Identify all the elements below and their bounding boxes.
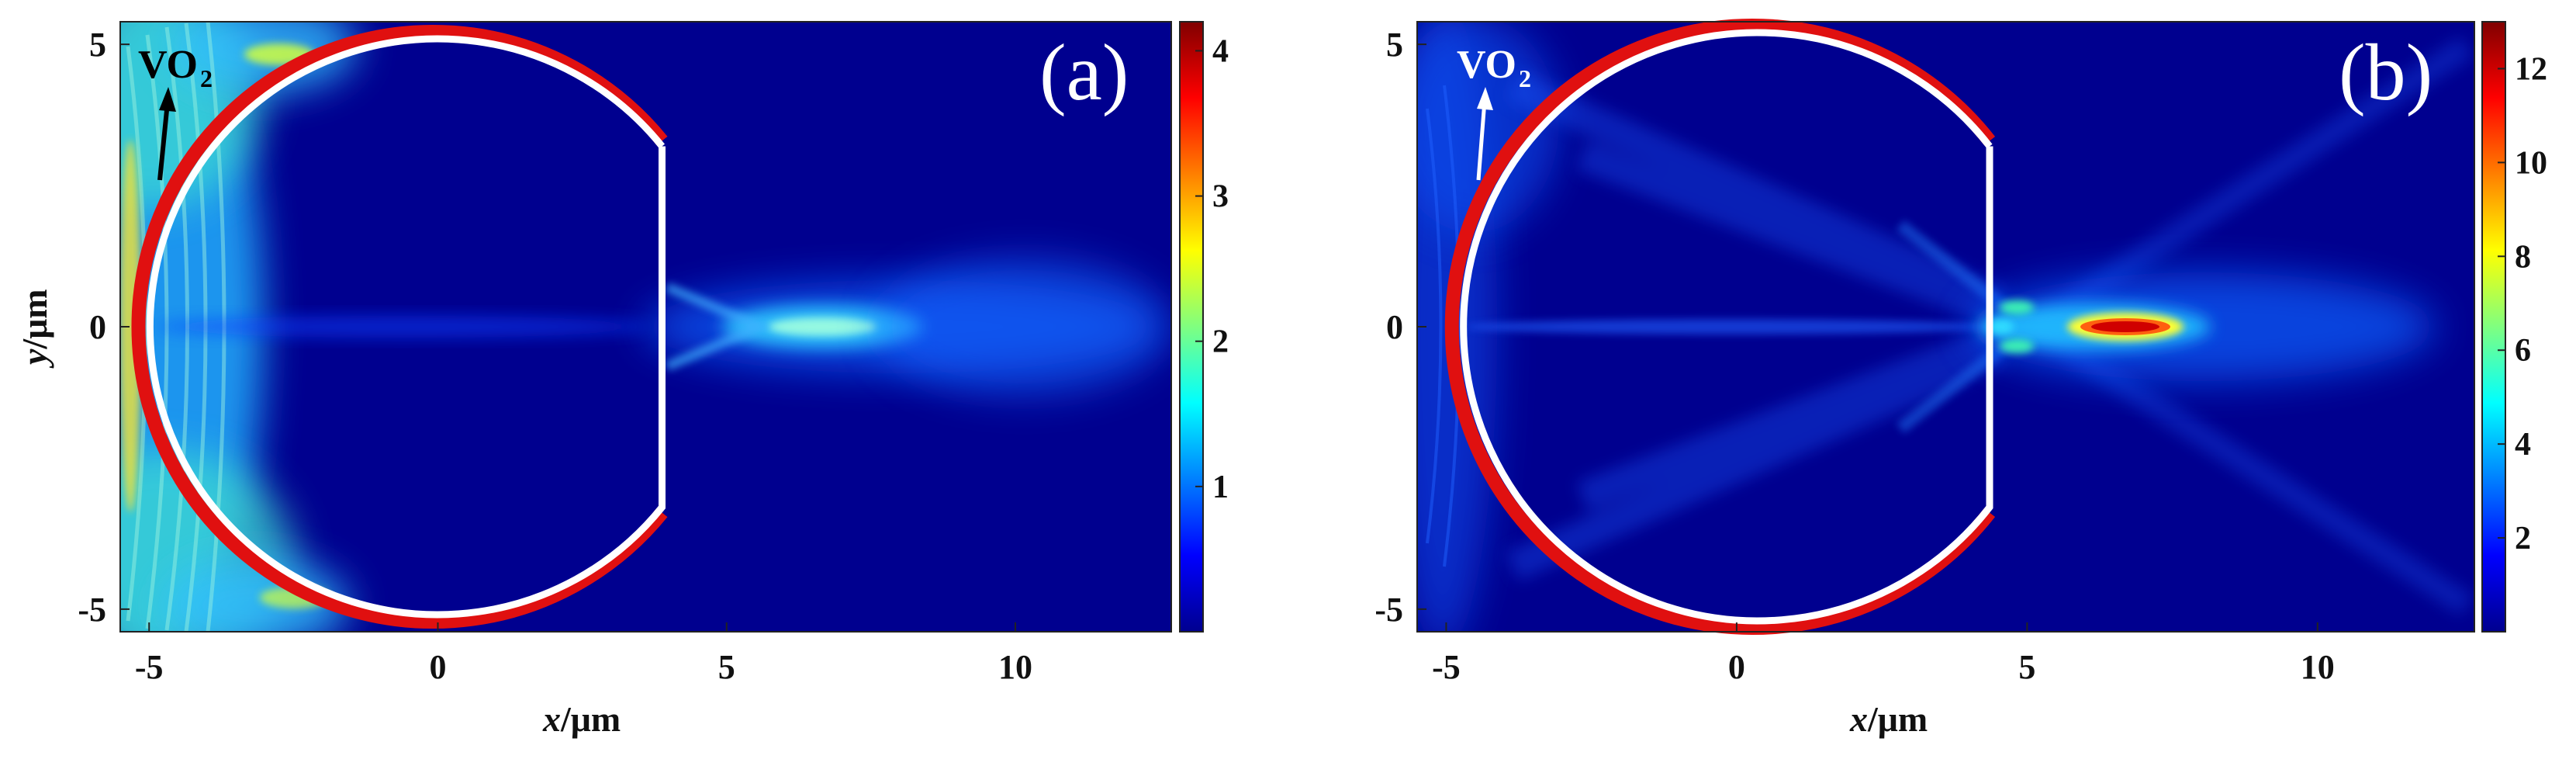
colorbar-tick-label: 3: [1212, 179, 1229, 215]
x-axis-var-b: x: [1849, 699, 1868, 739]
x-tick-label: 10: [2301, 648, 2335, 686]
colorbar-tick-label: 10: [2515, 145, 2547, 181]
colorbar-tick-label: 2: [2515, 521, 2531, 556]
x-tick-label: 0: [429, 648, 446, 686]
colorbar-ticks-b: 2 4 6 8 10 12: [2498, 51, 2547, 556]
y-tick-label: -5: [1374, 591, 1403, 629]
x-axis-var-a: x: [542, 699, 561, 739]
panel-b: VO 2 (b) 2 4 6 8 10 12 -5 0 5 10 -5 0 5 x/μm: [1374, 19, 2547, 739]
x-ticks-a: -5 0 5 10: [135, 622, 1032, 686]
x-ticks-b: -5 0 5 10: [1432, 622, 2335, 686]
x-tick-label: 5: [718, 648, 735, 686]
colorbar-tick-label: 4: [1212, 33, 1229, 69]
colorbar-tick-label: 4: [2515, 427, 2531, 463]
vo2-subscript-b: 2: [1519, 64, 1531, 92]
x-tick-label: -5: [135, 648, 164, 686]
colorbar-a: [1180, 22, 1203, 632]
panel-label-b: (b): [2339, 28, 2433, 117]
colorbar-tick-label: 8: [2515, 239, 2531, 275]
lens-a: [131, 25, 668, 629]
y-ticks-b: -5 0 5: [1374, 26, 1426, 629]
x-axis-label-b: x/μm: [1849, 699, 1928, 739]
field-a: [120, 22, 1171, 632]
x-tick-label: 10: [998, 648, 1032, 686]
y-tick-label: 5: [1386, 26, 1403, 64]
y-axis-label-a: y/μm: [15, 289, 54, 369]
y-axis-unit-a: /μm: [15, 289, 54, 349]
colorbar-tick-label: 6: [2515, 333, 2531, 369]
lens-b: [1444, 19, 1996, 635]
vo2-annotation-b: VO 2: [1457, 43, 1531, 181]
x-axis-unit-a: /μm: [560, 699, 621, 739]
vo2-annotation-a: VO 2: [138, 43, 213, 181]
vo2-label-a: VO: [138, 43, 198, 87]
x-tick-label: 0: [1728, 648, 1745, 686]
x-tick-label: 5: [2018, 648, 2035, 686]
vo2-label-b: VO: [1457, 43, 1516, 87]
y-ticks-a: -5 0 5: [78, 26, 130, 629]
x-axis-label-a: x/μm: [542, 699, 621, 739]
colorbar-tick-label: 12: [2515, 51, 2547, 87]
panel-a: VO 2 (a) 1 2 3 4 -5 0 5 10 -5 0 5 x/μm y/μm: [15, 21, 1229, 739]
y-tick-label: 5: [89, 26, 106, 64]
vo2-subscript-a: 2: [200, 64, 213, 92]
y-axis-var-a: y: [15, 348, 54, 369]
colorbar-tick-label: 1: [1212, 470, 1229, 505]
panel-label-a: (a): [1039, 28, 1129, 117]
x-axis-unit-b: /μm: [1867, 699, 1928, 739]
colorbar-ticks-a: 1 2 3 4: [1195, 33, 1229, 505]
y-tick-label: -5: [78, 591, 106, 629]
y-tick-label: 0: [89, 308, 106, 346]
colorbar-b: [2482, 22, 2505, 632]
x-tick-label: -5: [1432, 648, 1461, 686]
colorbar-tick-label: 2: [1212, 324, 1229, 360]
y-tick-label: 0: [1386, 308, 1403, 346]
